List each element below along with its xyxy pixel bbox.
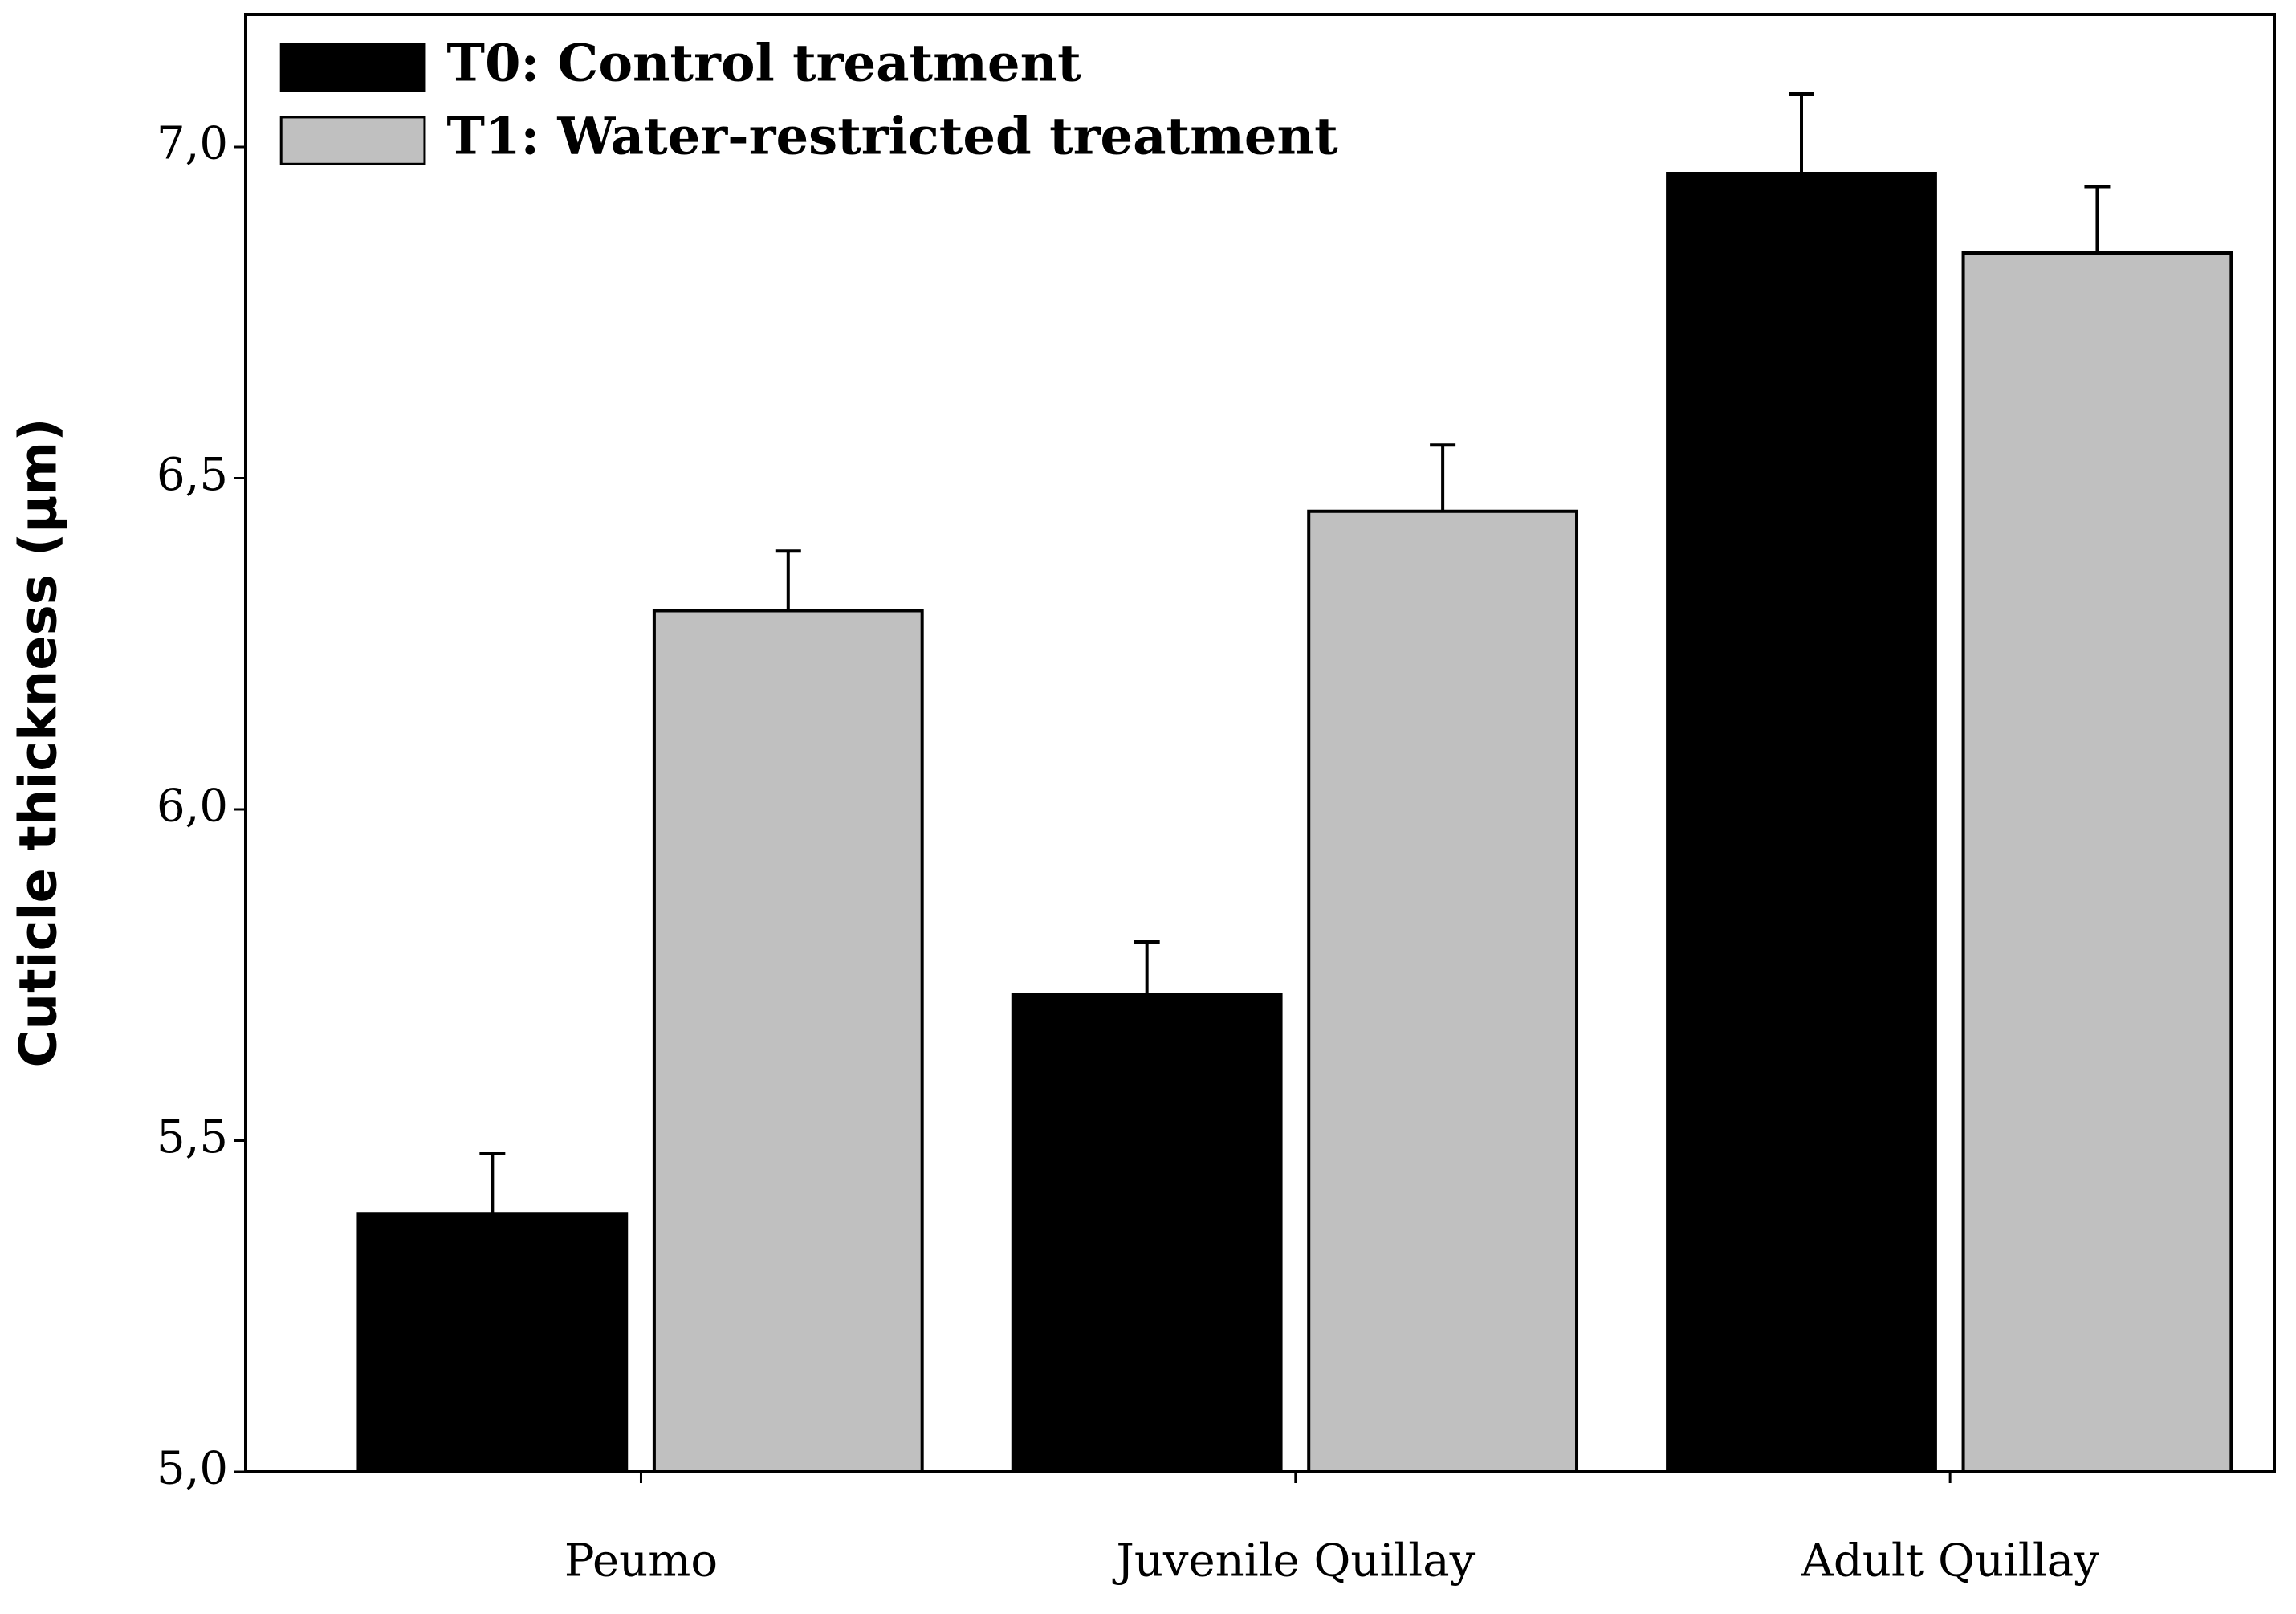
legend-label: T1: Water-restricted treatment [446, 107, 1338, 167]
x-tick-label: Peumo [564, 1535, 718, 1588]
y-tick-label: 6,5 [157, 449, 228, 501]
y-tick-label: 7,0 [157, 118, 228, 170]
bar [1307, 509, 1579, 1473]
y-tick-label: 6,0 [157, 781, 228, 833]
x-tick-label: Juvenile Quillay [1112, 1535, 1475, 1588]
bar [1961, 251, 2233, 1473]
y-tick-label: 5,0 [157, 1443, 228, 1495]
legend-swatch [279, 43, 426, 92]
x-tick-label: Adult Quillay [1800, 1535, 2099, 1588]
legend-label: T0: Control treatment [446, 33, 1081, 93]
y-tick-label: 5,5 [157, 1111, 228, 1164]
bar [1666, 172, 1937, 1473]
legend-swatch [279, 116, 426, 165]
bar [356, 1212, 629, 1473]
bar [652, 609, 924, 1473]
bar [1011, 993, 1283, 1473]
y-axis-label: Cuticle thickness (µm) [10, 418, 69, 1068]
